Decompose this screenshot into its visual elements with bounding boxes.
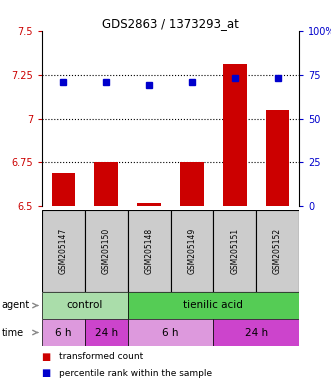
Title: GDS2863 / 1373293_at: GDS2863 / 1373293_at <box>102 17 239 30</box>
Bar <box>42 319 85 346</box>
Bar <box>180 162 204 206</box>
Bar <box>42 292 128 319</box>
Bar <box>213 210 256 292</box>
Text: GSM205151: GSM205151 <box>230 228 239 274</box>
Text: tienilic acid: tienilic acid <box>183 301 243 311</box>
Bar <box>94 162 118 206</box>
Text: 24 h: 24 h <box>245 328 268 338</box>
Text: ■: ■ <box>42 368 54 378</box>
Text: 6 h: 6 h <box>162 328 179 338</box>
Bar <box>256 210 299 292</box>
Text: agent: agent <box>2 301 30 311</box>
Bar <box>128 319 213 346</box>
Bar <box>266 110 289 206</box>
Text: percentile rank within the sample: percentile rank within the sample <box>59 369 212 378</box>
Bar <box>128 210 170 292</box>
Bar <box>170 210 213 292</box>
Text: GSM205152: GSM205152 <box>273 228 282 274</box>
Text: GSM205150: GSM205150 <box>102 228 111 274</box>
Text: GSM205147: GSM205147 <box>59 228 68 274</box>
Text: control: control <box>67 301 103 311</box>
Bar <box>213 319 299 346</box>
Bar <box>137 203 161 206</box>
Bar <box>128 292 299 319</box>
Text: 24 h: 24 h <box>95 328 118 338</box>
Text: transformed count: transformed count <box>59 352 143 361</box>
Bar <box>223 65 247 206</box>
Text: time: time <box>2 328 24 338</box>
Text: GSM205148: GSM205148 <box>145 228 154 274</box>
Text: GSM205149: GSM205149 <box>187 228 196 274</box>
Bar <box>85 319 128 346</box>
Text: ■: ■ <box>42 352 54 362</box>
Bar <box>52 173 75 206</box>
Text: 6 h: 6 h <box>55 328 72 338</box>
Bar <box>42 210 85 292</box>
Bar <box>85 210 128 292</box>
